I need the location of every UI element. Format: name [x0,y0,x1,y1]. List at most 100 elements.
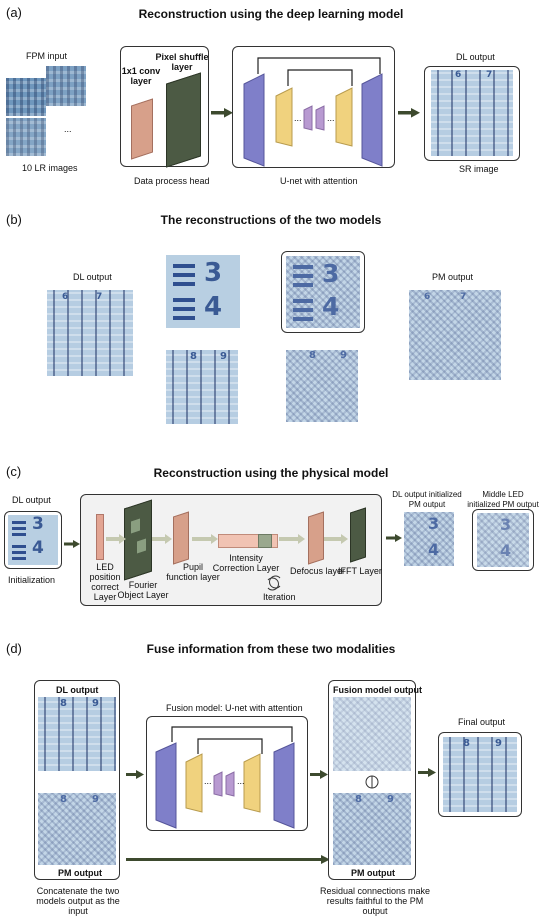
lr-images-label: 10 LR images [22,163,78,173]
target-glyph-b-6: 6 [62,292,69,302]
unet-diagram-d [155,726,295,829]
dl-c-bars [12,521,26,524]
pm-zoom-glyph-4: 4 [322,292,340,321]
dl-c-glyph-4: 4 [32,538,44,558]
intensity-layer-label: Intensity Correction Layer [212,553,280,573]
dl-c-glyph-3: 3 [32,514,44,534]
panel-d-title: Fuse information from these two modaliti… [146,642,396,656]
residual-add-icon [365,775,379,789]
dl-zoom-glyph-8: 8 [190,351,197,362]
unet-dots-a2: ... [327,113,335,123]
initialization-label: Initialization [8,575,56,585]
pm-output-label-b: PM output [432,272,474,282]
dl-output-label-b: DL output [73,272,112,282]
pm-glyph-b-6: 6 [424,292,431,302]
fourier-layer-label: Fourier Object Layer [117,580,169,600]
defocus-layer-label: Defocus layer [290,566,346,576]
arrow-c1-icon [64,540,80,548]
arrow-d2-icon [310,770,328,779]
ifft-layer-label: IFFT Layer [338,566,382,576]
final-glyph-9: 9 [495,738,502,749]
middle-glyph-3: 3 [500,515,512,534]
dl-init-pm-image [404,512,454,566]
conv-layer-block [131,98,153,160]
pm-zoom-glyph-8: 8 [309,350,316,361]
panel-c-letter: (c) [6,464,22,479]
pm-zoom-glyph-9: 9 [340,350,347,361]
sr-image-label: SR image [459,164,499,174]
iteration-label: Iteration [263,592,296,602]
dl-d-glyph-8: 8 [60,698,67,709]
pm-output-label-d2: PM output [351,868,395,878]
unet-dots-d1: ... [204,776,212,786]
pm-zoom-bars [293,265,313,269]
dl-output-image-b [47,290,133,376]
middle-glyph-4: 4 [500,541,512,560]
panel-d-letter: (d) [6,641,22,656]
pm-d-glyph-8: 8 [60,794,67,805]
residual-caption: Residual connections make results faithf… [319,886,431,916]
arrow-c2-icon [386,534,402,542]
dl-output-label-a: DL output [456,52,495,62]
physical-model-arrows [106,534,348,591]
panel-b-title: The reconstructions of the two models [160,213,382,227]
lr-image-3 [6,118,46,156]
fusion-output-image [333,697,411,771]
fusion-output-label: Fusion model output [333,685,422,695]
lr-ellipsis: ... [64,124,72,134]
middle-led-pm-image [477,513,529,567]
pm-output-label-d: PM output [58,868,102,878]
arrow-a2-icon [398,108,420,118]
arrow-d3-icon [418,768,436,777]
lr-image-1 [6,78,46,116]
dl-output-image-d [38,697,116,771]
pm-output-image-b [409,290,501,380]
panel-b-letter: (b) [6,212,22,227]
dl-init-glyph-4: 4 [428,540,440,559]
panel-c-title: Reconstruction using the physical model [153,466,389,480]
dl-zoom-glyph-3: 3 [204,258,223,288]
dl-init-glyph-3: 3 [428,514,440,533]
fpm-input-label: FPM input [26,51,68,61]
data-process-head-label: Data process head [134,176,210,186]
middle-led-pm-label: Middle LED initialized PM output [467,490,539,509]
fusion-pm-glyph-8: 8 [355,794,362,805]
target-glyph-a-6: 6 [455,70,462,80]
pm-output-image-d [38,793,116,865]
unet-dots-d2: ... [237,776,245,786]
dl-zoom-glyph-4: 4 [204,292,223,322]
unet-diagram-a [243,57,383,167]
concat-caption: Concatenate the two models output as the… [36,886,120,916]
dl-zoom-bars [173,264,195,268]
fusion-model-label: Fusion model: U-net with attention [166,703,303,713]
target-glyph-b-7: 7 [96,292,103,302]
pixel-shuffle-block [166,72,201,168]
dl-output-label-d: DL output [56,685,99,695]
pupil-layer-label: Pupil function layer [166,562,220,582]
pm-zoom-89 [286,350,358,422]
residual-arrow-icon [126,855,330,864]
dl-output-label-c: DL output [12,495,51,505]
lr-image-2 [46,66,86,106]
panel-a-letter: (a) [6,5,22,20]
led-layer-label: LED position correct Layer [89,562,121,602]
dl-zoom-glyph-9: 9 [220,351,227,362]
final-output-image [443,737,517,812]
pm-d-glyph-9: 9 [92,794,99,805]
final-output-label: Final output [458,717,506,727]
unet-caption-a: U-net with attention [280,176,358,186]
led-layer-block [96,514,104,560]
conv-layer-label: 1x1 conv layer [121,66,161,86]
dl-output-image-a [431,70,513,156]
dl-init-pm-label: DL output initialized PM output [392,490,462,509]
arrow-a1-icon [211,108,233,118]
arrow-d1-icon [126,770,144,779]
pixel-shuffle-label: Pixel shuffle layer [155,52,209,72]
intensity-sub [258,534,272,548]
pm-zoom-glyph-3: 3 [322,259,340,288]
pm-glyph-b-7: 7 [460,292,467,302]
panel-a-title: Reconstruction using the deep learning m… [138,7,404,21]
target-glyph-a-7: 7 [486,70,493,80]
final-glyph-8: 8 [463,738,470,749]
dl-zoom-89 [166,350,238,424]
